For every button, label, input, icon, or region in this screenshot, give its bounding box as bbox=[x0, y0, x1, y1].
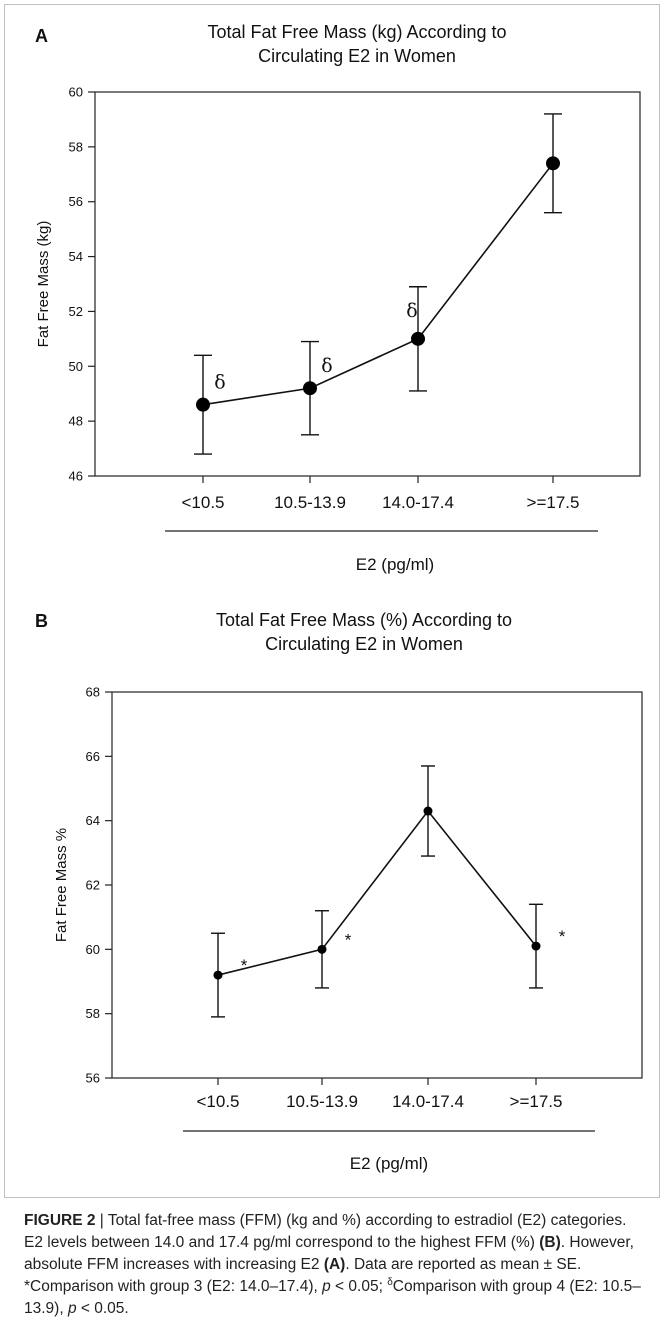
chart-a-y-tick-label: 52 bbox=[69, 304, 83, 319]
chart-b-x-tick-label: >=17.5 bbox=[510, 1092, 563, 1111]
chart-a-title-line-2: Circulating E2 in Women bbox=[258, 46, 456, 66]
chart-a-significance-annotation: δ bbox=[321, 355, 332, 377]
chart-b-data-point bbox=[531, 941, 541, 951]
caption-text-4: < 0.05; bbox=[330, 1278, 388, 1295]
panel-a: A Total Fat Free Mass (kg) According to Ci… bbox=[0, 0, 665, 600]
panel-b: B Total Fat Free Mass (%) According to Cir… bbox=[0, 600, 665, 1200]
caption-label: FIGURE 2 bbox=[24, 1212, 96, 1229]
chart-b-x-tick-label: 10.5-13.9 bbox=[286, 1092, 358, 1111]
chart-a-series-line bbox=[202, 162, 554, 406]
chart-b-significance-annotation: * bbox=[241, 956, 248, 975]
chart-b-data-point bbox=[317, 944, 327, 954]
chart-b-x-tick-label: <10.5 bbox=[196, 1092, 239, 1111]
chart-b-x-tick-label: 14.0-17.4 bbox=[392, 1092, 464, 1111]
chart-a-svg: A Total Fat Free Mass (kg) According to Ci… bbox=[35, 22, 641, 574]
chart-a-data-point bbox=[196, 397, 210, 412]
chart-b-y-tick-label: 58 bbox=[86, 1006, 100, 1021]
chart-a-x-axis-label: E2 (pg/ml) bbox=[356, 555, 434, 574]
chart-b-y-tick-label: 68 bbox=[86, 685, 100, 700]
chart-a-title-line-1: Total Fat Free Mass (kg) According to bbox=[207, 22, 506, 42]
chart-a-y-tick-label: 54 bbox=[69, 249, 83, 264]
chart-a-y-tick-label: 46 bbox=[69, 469, 83, 484]
chart-b-y-tick-label: 62 bbox=[86, 878, 100, 893]
caption-text-6: < 0.05. bbox=[76, 1300, 129, 1317]
chart-b-significance-annotation: * bbox=[559, 927, 566, 946]
chart-a-data-point bbox=[546, 156, 560, 171]
chart-a-y-tick-label: 56 bbox=[69, 194, 83, 209]
caption-text-2: . However, absolute FFM increases with i… bbox=[24, 1234, 634, 1273]
chart-b-svg: B Total Fat Free Mass (%) According to Cir… bbox=[35, 610, 643, 1173]
figure-frame bbox=[4, 4, 660, 1198]
caption-ref-a: (A) bbox=[323, 1256, 346, 1273]
chart-a-x-tick-label: 14.0-17.4 bbox=[382, 493, 454, 512]
panel-letter-b: B bbox=[35, 611, 48, 631]
chart-b-y-tick-label: 60 bbox=[86, 942, 100, 957]
caption-sep: | bbox=[95, 1212, 108, 1229]
chart-a-y-tick-label: 50 bbox=[69, 359, 83, 374]
chart-b-title-line-2: Circulating E2 in Women bbox=[265, 634, 463, 654]
chart-a-y-tick-label: 58 bbox=[69, 139, 83, 154]
chart-b-significance-annotation: * bbox=[345, 930, 352, 949]
chart-a-significance-annotation: δ bbox=[214, 372, 225, 394]
chart-b-title-line-1: Total Fat Free Mass (%) According to bbox=[216, 610, 512, 630]
chart-a-x-tick-label: <10.5 bbox=[181, 493, 224, 512]
chart-a-data-point bbox=[303, 381, 317, 396]
panel-letter-a: A bbox=[35, 26, 48, 46]
chart-a-x-tick-label: 10.5-13.9 bbox=[274, 493, 346, 512]
chart-a-data-point bbox=[411, 331, 425, 346]
caption-text-1: Total fat-free mass (FFM) (kg and %) acc… bbox=[24, 1212, 627, 1251]
chart-a-y-tick-label: 60 bbox=[69, 85, 83, 100]
chart-b-y-tick-label: 66 bbox=[86, 749, 100, 764]
caption-p-2: p bbox=[67, 1300, 77, 1317]
caption-text-5: Comparison with group 4 (E2: 10.5–13.9), bbox=[24, 1278, 641, 1317]
chart-b-plot-frame bbox=[111, 691, 643, 1079]
chart-b-data-point bbox=[423, 806, 433, 816]
caption-text-3: . Data are reported as mean ± SE. *Compa… bbox=[24, 1256, 582, 1295]
chart-b-data-point bbox=[213, 970, 223, 980]
chart-b-y-tick-label: 64 bbox=[86, 813, 100, 828]
chart-a-plot-frame bbox=[94, 91, 641, 477]
chart-a-y-axis-label: Fat Free Mass (kg) bbox=[35, 221, 52, 348]
caption-p-1: p bbox=[322, 1278, 331, 1295]
chart-b-y-tick-label: 56 bbox=[86, 1071, 100, 1086]
caption-ref-b: (B) bbox=[539, 1234, 561, 1251]
figure-caption: FIGURE 2 | Total fat-free mass (FFM) (kg… bbox=[24, 1210, 644, 1320]
chart-b-x-axis-label: E2 (pg/ml) bbox=[350, 1154, 428, 1173]
chart-a-significance-annotation: δ bbox=[406, 300, 417, 322]
chart-b-series-line bbox=[217, 809, 537, 976]
caption-delta-superscript: δ bbox=[387, 1276, 393, 1288]
chart-a-x-tick-label: >=17.5 bbox=[527, 493, 580, 512]
chart-b-y-axis-label: Fat Free Mass % bbox=[53, 828, 70, 942]
chart-a-y-tick-label: 48 bbox=[69, 414, 83, 429]
